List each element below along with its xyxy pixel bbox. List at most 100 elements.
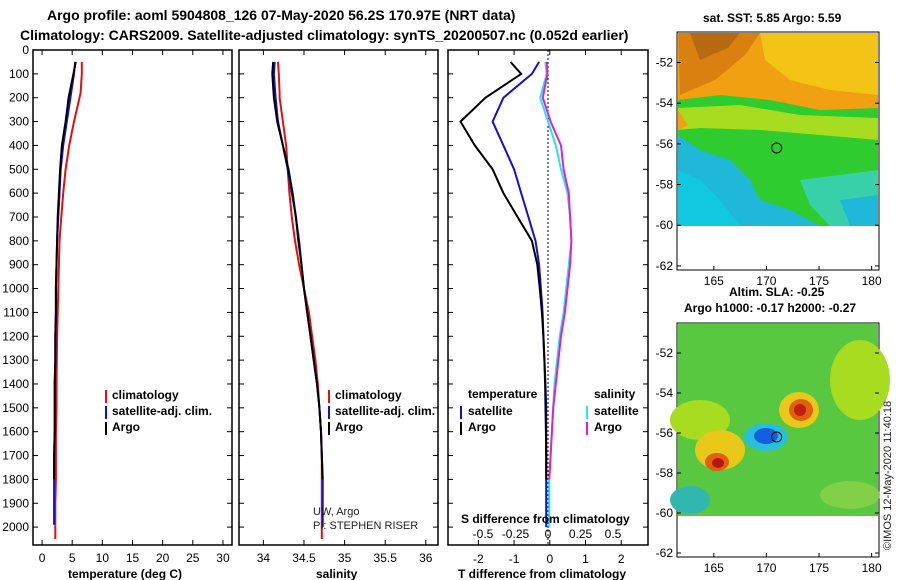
depth-tick-label: 800 — [9, 234, 29, 248]
lon-tick-label: 165 — [704, 561, 724, 575]
depth-tick-label: 2000 — [2, 520, 29, 534]
s-tick-label: -0.5 — [473, 527, 494, 541]
lat-tick-label: -62 — [656, 546, 674, 560]
x-tick-label: 34.5 — [292, 551, 316, 565]
lon-tick-label: 175 — [809, 561, 829, 575]
legend2-sat-label: satellite-adj. clim. — [335, 404, 435, 418]
depth-tick-label: 200 — [9, 91, 29, 105]
x-tick-label: 20 — [156, 551, 170, 565]
x-tick-label: 5 — [69, 551, 76, 565]
x-tick-label: 35 — [338, 551, 352, 565]
lat-tick-label: -54 — [656, 386, 674, 400]
s-difference-label: S difference from climatology — [461, 512, 630, 526]
s-tick-label: 0 — [545, 527, 552, 541]
legend3-sargo-label: Argo — [594, 420, 622, 434]
figure-title-line2: Climatology: CARS2009. Satellite-adjuste… — [20, 27, 628, 43]
sla-map-axes: -52 -54 -56 -58 -60 -62 165 170 175 180 — [656, 346, 882, 575]
depth-tick-label: 1300 — [2, 353, 29, 367]
temperature-series — [53, 61, 83, 539]
lat-tick-label: -58 — [656, 178, 674, 192]
depth-tick-label: 1100 — [3, 305, 29, 319]
lat-tick-label: -62 — [656, 259, 674, 273]
sst-field — [678, 33, 878, 226]
difference-legend: temperature satellite Argo salinity sate… — [460, 387, 639, 435]
salinity-series — [271, 61, 324, 539]
sst-map-axes: -52 -54 -56 -58 -60 -62 165 170 175 180 — [656, 56, 882, 288]
depth-tick-label: 1400 — [2, 377, 29, 391]
legend3-ssat-label: satellite — [594, 404, 639, 418]
x-tick-label: 35.5 — [374, 551, 398, 565]
legend3-t-title: temperature — [468, 387, 538, 401]
temperature-plot-frame — [32, 49, 233, 546]
legend2-argo-label: Argo — [335, 420, 363, 434]
sla-map: Altim. SLA: -0.25 Argo h1000: -0.17 h200… — [656, 285, 890, 575]
lon-tick-label: 180 — [862, 561, 882, 575]
figure-title-line1: Argo profile: aoml 5904808_126 07-May-20… — [47, 7, 515, 23]
t-difference-axis: -2 -1 0 1 2 — [473, 50, 625, 566]
x-tick-label: 15 — [126, 551, 140, 565]
depth-tick-label: 500 — [9, 162, 29, 176]
legend3-s-title: salinity — [594, 387, 636, 401]
series-line-climatology — [277, 61, 323, 539]
series-line-s-argo — [541, 61, 573, 480]
s-tick-label: 0.25 — [569, 527, 593, 541]
depth-tick-label: 0 — [22, 43, 29, 57]
lat-tick-label: -56 — [656, 137, 674, 151]
x-tick-label: 1 — [582, 552, 589, 566]
s-tick-label: 0.5 — [605, 527, 622, 541]
difference-panel: -2 -1 0 1 2 -0.5 -0.25 0 0.25 0.5 S difference f… — [447, 49, 649, 580]
sla-map-title2: Argo h1000: -0.17 h2000: -0.27 — [684, 301, 856, 315]
series-line-argo — [271, 61, 324, 480]
temperature-panel: 0100200300400500600700800900100011001200… — [2, 43, 233, 580]
temperature-legend: climatology satellite-adj. clim. Argo — [105, 388, 212, 435]
legend2-clim-label: climatology — [335, 388, 402, 402]
series-line-argo — [53, 61, 77, 480]
sst-map: sat. SST: 5.85 Argo: 5.59 -52 -54 -56 -58 -6… — [656, 11, 882, 288]
depth-tick-label: 1000 — [2, 282, 29, 296]
lat-tick-label: -56 — [656, 426, 674, 440]
temperature-axis-label: temperature (deg C) — [68, 567, 182, 580]
s-difference-scale: -0.5 -0.25 0 0.25 0.5 — [473, 527, 622, 541]
lat-tick-label: -52 — [656, 346, 674, 360]
s-tick-label: -0.25 — [502, 527, 530, 541]
salinity-axis-label: salinity — [316, 567, 358, 580]
salinity-legend: climatology satellite-adj. clim. Argo — [328, 388, 435, 435]
depth-tick-label: 600 — [9, 186, 29, 200]
x-tick-label: 0 — [546, 552, 553, 566]
lat-tick-label: -58 — [656, 466, 674, 480]
x-tick-label: 0 — [39, 551, 46, 565]
x-tick-label: 10 — [96, 551, 110, 565]
lon-tick-label: 165 — [704, 274, 724, 288]
depth-tick-label: 400 — [9, 138, 29, 152]
salinity-axis: 34 34.5 35 35.5 36 — [257, 50, 433, 565]
lon-tick-label: 170 — [756, 561, 776, 575]
sla-field — [670, 324, 890, 516]
sla-map-title1: Altim. SLA: -0.25 — [729, 285, 825, 299]
salinity-panel: 34 34.5 35 35.5 36 salinity climatology sate… — [238, 49, 439, 580]
legend-clim-label: climatology — [112, 388, 179, 402]
depth-tick-label: 1200 — [2, 329, 29, 343]
depth-tick-label: 1900 — [2, 496, 29, 510]
lon-tick-label: 180 — [862, 274, 882, 288]
depth-tick-label: 1800 — [2, 472, 29, 486]
credit-line2: PI: STEPHEN RISER — [313, 520, 418, 532]
lat-tick-label: -54 — [656, 96, 674, 110]
float-location-marker-sla — [771, 431, 783, 443]
legend3-tsat-label: satellite — [468, 404, 513, 418]
x-tick-label: -1 — [509, 552, 520, 566]
temperature-axis: 0 5 10 15 20 25 30 — [39, 50, 230, 565]
lat-tick-label: -60 — [656, 506, 674, 520]
depth-tick-label: 1500 — [2, 401, 29, 415]
x-tick-label: 34 — [257, 551, 271, 565]
x-tick-label: 36 — [419, 551, 433, 565]
salinity-plot-frame — [238, 49, 439, 546]
legend-argo-label: Argo — [112, 420, 140, 434]
depth-axis: 0 100 200 300 400 500 600 700 800 900 1000 1100 1200… — [2, 43, 232, 534]
lon-tick-label: 170 — [756, 274, 776, 288]
imos-watermark: ©IMOS 12-May-2020 11:40:18 — [882, 401, 894, 550]
series-line-t-argo — [459, 61, 548, 480]
depth-tick-label: 700 — [9, 210, 29, 224]
lon-tick-label: 175 — [809, 274, 829, 288]
x-tick-label: 2 — [618, 552, 625, 566]
